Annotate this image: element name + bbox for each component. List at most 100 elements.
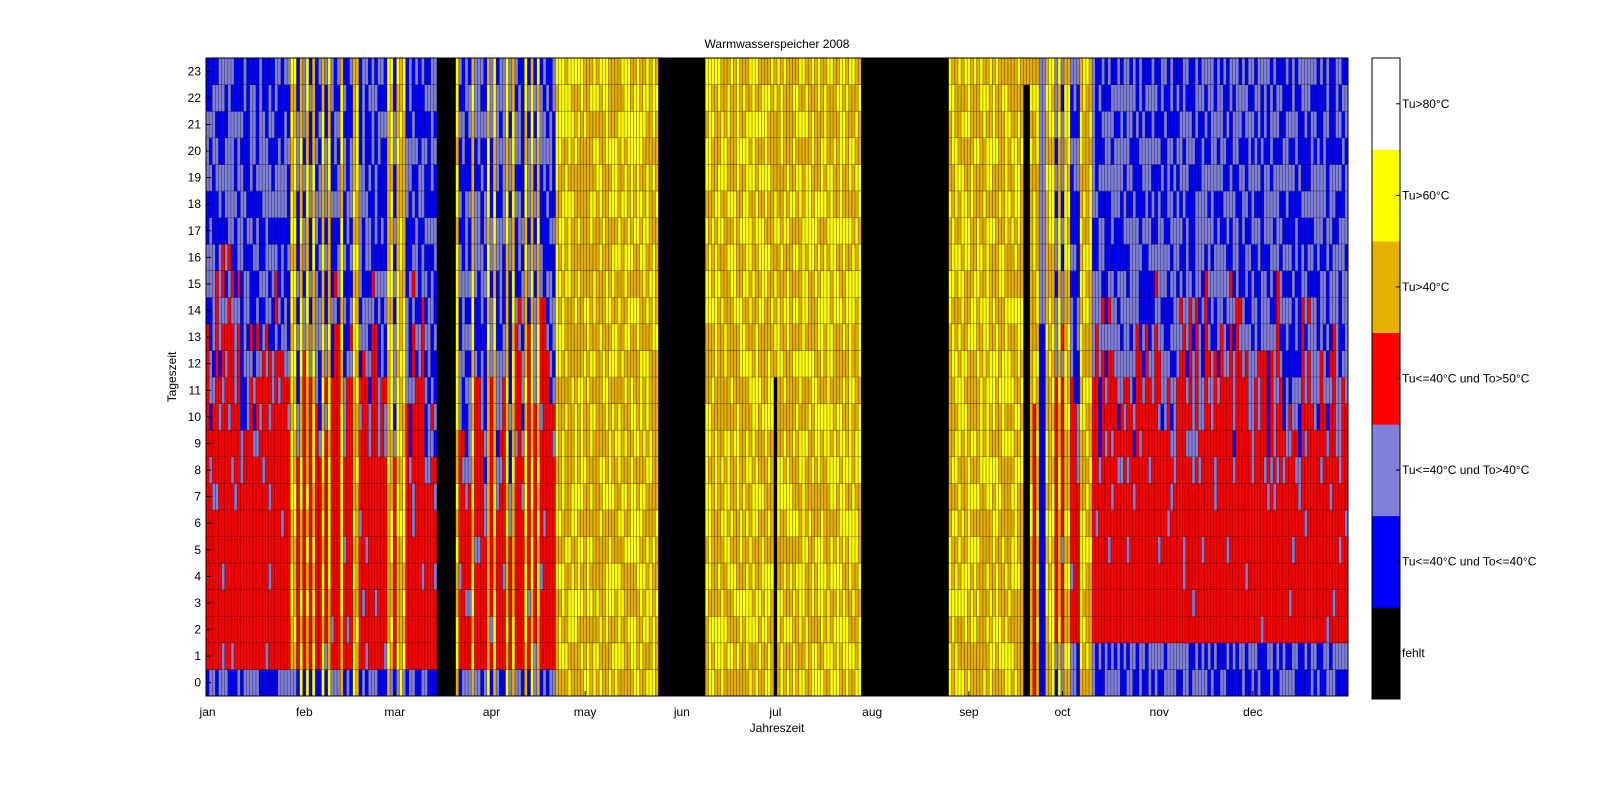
heatmap-cell — [284, 669, 288, 697]
heatmap-cell — [312, 377, 316, 404]
heatmap-cell — [1335, 164, 1340, 192]
heatmap-cell — [748, 137, 753, 165]
heatmap-cell — [268, 217, 272, 245]
heatmap-cell — [1070, 58, 1074, 85]
heatmap-cell — [973, 58, 978, 85]
heatmap-cell — [533, 270, 538, 298]
heatmap-cell — [1129, 190, 1134, 218]
heatmap-cell — [380, 270, 385, 298]
heatmap-cell — [1170, 509, 1174, 644]
heatmap-cell — [1213, 111, 1218, 192]
heatmap-cell — [277, 297, 282, 325]
heatmap-cell — [1288, 589, 1293, 617]
heatmap-cell — [255, 323, 260, 351]
heatmap-cell — [717, 164, 722, 245]
heatmap-cell — [611, 642, 616, 670]
heatmap-cell — [608, 509, 613, 537]
heatmap-cell — [1023, 58, 1028, 85]
heatmap-cell — [1045, 58, 1049, 85]
heatmap-cell — [948, 536, 953, 617]
heatmap-cell — [265, 642, 269, 670]
heatmap-cell — [346, 642, 350, 670]
heatmap-cell — [989, 509, 993, 591]
heatmap-cell — [1310, 270, 1315, 298]
heatmap-cell — [259, 190, 263, 272]
heatmap-cell — [739, 377, 744, 511]
heatmap-cell — [252, 403, 257, 431]
heatmap-cell — [1085, 297, 1090, 325]
heatmap-cell — [408, 111, 413, 139]
heatmap-cell — [1054, 270, 1059, 298]
heatmap-cell — [1054, 190, 1059, 218]
heatmap-cell — [371, 323, 375, 670]
heatmap-cell — [1176, 642, 1180, 670]
heatmap-cell — [1070, 377, 1074, 564]
heatmap-cell — [758, 190, 762, 218]
heatmap-cell — [845, 323, 850, 458]
heatmap-cell — [415, 669, 419, 697]
heatmap-cell — [293, 270, 297, 298]
heatmap-cell — [967, 323, 971, 351]
heatmap-cell — [1117, 111, 1121, 139]
heatmap-cell — [823, 563, 828, 591]
heatmap-cell — [1260, 137, 1265, 165]
heatmap-cell — [287, 430, 291, 670]
heatmap-cell — [795, 430, 800, 511]
heatmap-cell — [823, 323, 828, 404]
heatmap-cell — [1173, 164, 1177, 192]
heatmap-cell — [1045, 616, 1049, 697]
heatmap-cell — [468, 190, 472, 218]
heatmap-cell — [645, 456, 650, 484]
heatmap-cell — [1238, 164, 1243, 192]
heatmap-cell — [1057, 84, 1062, 112]
heatmap-cell — [773, 111, 778, 192]
heatmap-cell — [333, 669, 338, 697]
heatmap-cell — [730, 190, 734, 218]
heatmap-cell — [424, 669, 428, 697]
heatmap-cell — [608, 669, 613, 697]
heatmap-cell — [558, 669, 563, 697]
heatmap-cell — [293, 403, 297, 431]
heatmap-cell — [1260, 270, 1265, 351]
heatmap-cell — [536, 616, 541, 697]
heatmap-cell — [530, 323, 535, 404]
heatmap-cell — [1332, 244, 1336, 325]
heatmap-cell — [708, 589, 712, 617]
heatmap-cell — [773, 323, 778, 351]
heatmap-cell — [583, 323, 588, 351]
heatmap-cell — [577, 137, 581, 218]
heatmap-cell — [433, 483, 438, 511]
heatmap-cell — [293, 190, 297, 218]
heatmap-cell — [430, 403, 435, 431]
heatmap-cell — [1001, 456, 1006, 537]
heatmap-cell — [1220, 669, 1224, 697]
heatmap-cell — [1089, 377, 1093, 404]
heatmap-cell — [1319, 244, 1324, 272]
heatmap-cell — [530, 270, 535, 298]
heatmap-cell — [795, 403, 800, 431]
heatmap-cell — [1067, 244, 1071, 272]
heatmap-cell — [346, 616, 350, 644]
heatmap-cell — [1191, 137, 1196, 165]
heatmap-cell — [368, 84, 372, 112]
heatmap-cell — [352, 536, 357, 564]
heatmap-cell — [630, 297, 634, 325]
heatmap-cell — [561, 190, 566, 272]
heatmap-cell — [992, 456, 996, 484]
heatmap-cell — [539, 164, 544, 245]
heatmap-cell — [839, 589, 843, 617]
heatmap-cell — [411, 403, 416, 484]
heatmap-cell — [246, 669, 251, 697]
heatmap-cell — [240, 669, 244, 697]
heatmap-cell — [455, 137, 460, 165]
heatmap-cell — [1316, 669, 1321, 697]
heatmap-cell — [424, 270, 428, 298]
heatmap-cell — [836, 456, 840, 484]
heatmap-cell — [1089, 111, 1093, 139]
heatmap-cell — [327, 589, 332, 670]
heatmap-cell — [480, 137, 485, 165]
heatmap-cell — [321, 164, 325, 245]
heatmap-cell — [1263, 456, 1268, 484]
heatmap-cell — [252, 84, 257, 165]
heatmap-cell — [586, 536, 591, 617]
